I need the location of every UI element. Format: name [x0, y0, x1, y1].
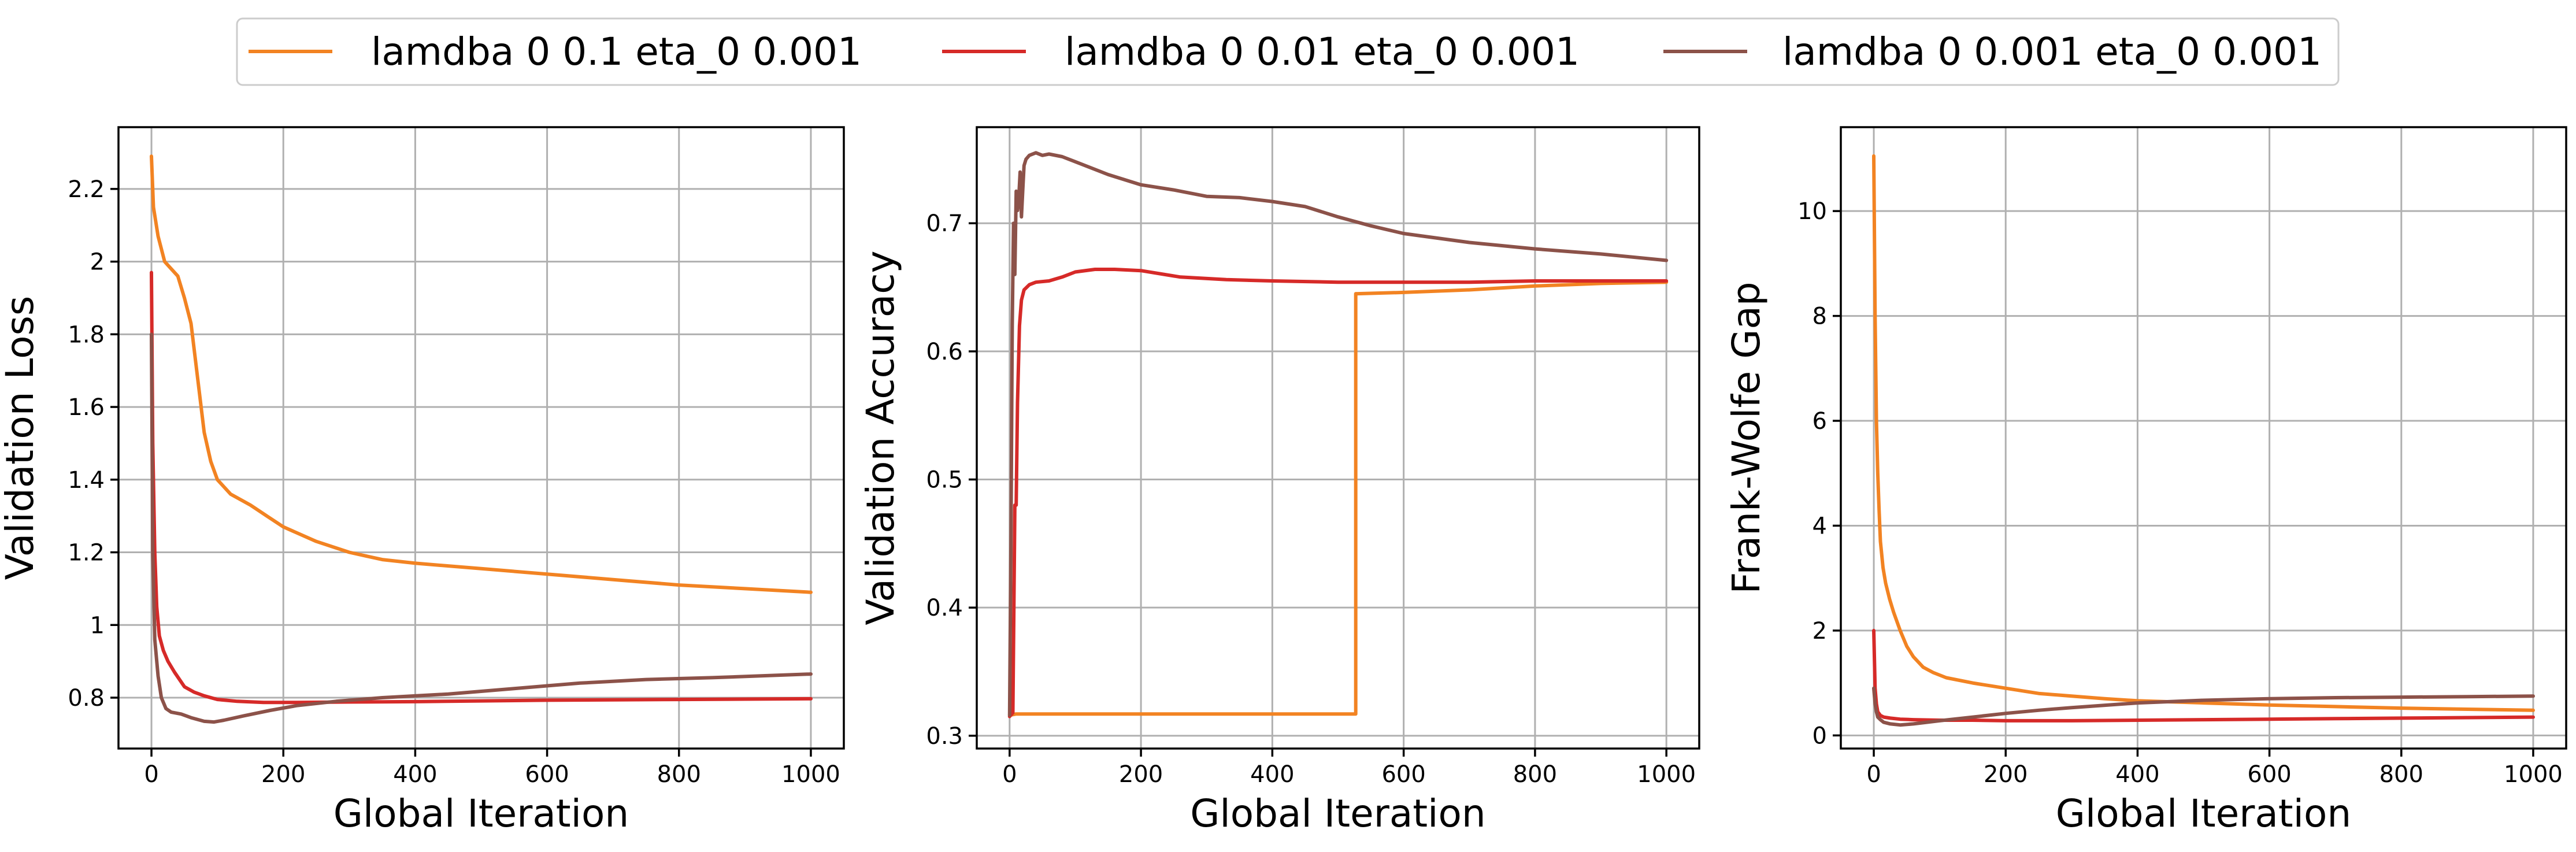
- y-tick-label: 6: [1813, 408, 1827, 435]
- x-tick-label: 0: [144, 761, 158, 788]
- y-tick-label: 8: [1813, 303, 1827, 330]
- subplot-validation-loss: 0 200 400 600 800 1000 0.8 1 1.2 1.4 1.6 1.8 2 2.2 Glo…: [0, 126, 845, 836]
- y-tick-label: 1.8: [68, 321, 105, 348]
- series-line-1: [1007, 280, 1669, 717]
- x-tick-label: 1000: [1637, 761, 1696, 788]
- x-tick-label: 200: [261, 761, 305, 788]
- y-tick-label: 10: [1797, 198, 1827, 225]
- series-line-3: [1007, 151, 1669, 717]
- y-tick-label: 0.5: [926, 467, 963, 494]
- x-tick-label: 800: [657, 761, 701, 788]
- legend-label-1: lamdba 0 0.1 eta_0 0.001: [371, 29, 862, 74]
- legend-label-3: lamdba 0 0.001 eta_0 0.001: [1782, 29, 2322, 74]
- legend-frame: [236, 17, 2340, 86]
- x-tick-label: 800: [1513, 761, 1557, 788]
- y-axis-label: Validation Loss: [0, 296, 42, 580]
- y-tick-label: 2: [1813, 618, 1827, 644]
- x-tick-label: 800: [2379, 761, 2423, 788]
- x-tick-label: 400: [2115, 761, 2159, 788]
- y-tick-label: 0.4: [926, 595, 963, 621]
- x-tick-label: 0: [1002, 761, 1017, 788]
- subplot-validation-accuracy: 0 200 400 600 800 1000 0.3 0.4 0.5 0.6 0.7 Global I…: [858, 126, 1700, 836]
- y-axis-label: Validation Accuracy: [858, 250, 903, 625]
- y-tick-label: 4: [1813, 513, 1827, 539]
- y-tick-label: 0.6: [926, 339, 963, 365]
- series-line-2: [150, 271, 813, 705]
- axes-frame: [1840, 126, 2567, 750]
- x-tick-label: 200: [1119, 761, 1163, 788]
- legend-label-2: lamdba 0 0.01 eta_0 0.001: [1065, 29, 1580, 74]
- x-tick-label: 400: [393, 761, 437, 788]
- y-tick-label: 1.2: [68, 540, 105, 566]
- series-line-1: [150, 154, 813, 594]
- x-axis-label: Global Iteration: [1190, 791, 1485, 836]
- y-tick-label: 0.7: [926, 210, 963, 237]
- series-line-3: [150, 332, 813, 724]
- axes-frame: [117, 126, 845, 750]
- x-tick-label: 600: [2247, 761, 2291, 788]
- series-line-1: [1872, 154, 2535, 712]
- axes-frame: [976, 126, 1700, 750]
- x-tick-label: 200: [1984, 761, 2028, 788]
- x-tick-label: 600: [525, 761, 569, 788]
- x-tick-label: 1000: [781, 761, 840, 788]
- y-tick-label: 1.4: [68, 467, 105, 494]
- legend: lamdba 0 0.1 eta_0 0.001 lamdba 0 0.01 e…: [236, 17, 2340, 86]
- x-axis-label: Global Iteration: [2056, 791, 2351, 836]
- y-tick-label: 1: [90, 612, 105, 639]
- x-tick-label: 600: [1381, 761, 1425, 788]
- series-line-3: [1872, 686, 2535, 727]
- y-tick-label: 2.2: [68, 176, 105, 203]
- y-tick-label: 0.3: [926, 723, 963, 750]
- y-axis-label: Frank-Wolfe Gap: [1724, 281, 1769, 594]
- y-tick-label: 1.6: [68, 394, 105, 421]
- y-tick-label: 0: [1813, 723, 1827, 749]
- x-tick-label: 400: [1250, 761, 1294, 788]
- series-line-2: [1007, 268, 1669, 718]
- x-tick-label: 0: [1866, 761, 1881, 788]
- x-axis-label: Global Iteration: [333, 791, 629, 836]
- y-tick-label: 0.8: [68, 685, 105, 712]
- x-tick-label: 1000: [2504, 761, 2563, 788]
- y-tick-label: 2: [90, 249, 105, 276]
- subplot-frank-wolfe-gap: 0 200 400 600 800 1000 0 2 4 6 8 10 Global Iteration…: [1724, 126, 2567, 836]
